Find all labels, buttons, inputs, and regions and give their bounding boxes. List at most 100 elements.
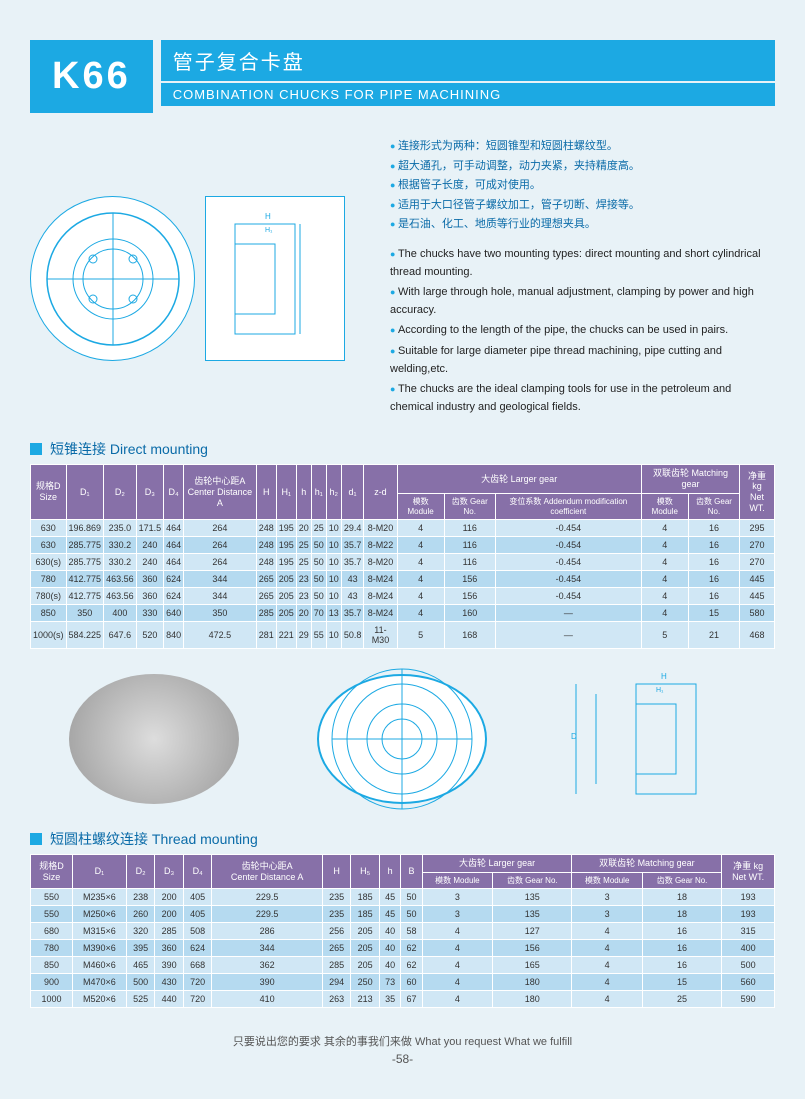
th: D₁: [66, 465, 104, 520]
table-cell: 4: [572, 940, 642, 957]
svg-text:H₁: H₁: [656, 687, 664, 694]
table-cell: 500: [126, 974, 155, 991]
table-cell: 8-M22: [364, 537, 397, 554]
table-row: 1000M520×6525440720410263213356741804255…: [31, 991, 775, 1008]
table-cell: 472.5: [184, 622, 257, 649]
section-title-1: 短锥连接 Direct mounting: [50, 439, 208, 459]
table-cell: M390×6: [73, 940, 127, 957]
table-cell: 205: [351, 923, 380, 940]
table-cell: 468: [740, 622, 775, 649]
svg-text:H₁: H₁: [265, 227, 273, 234]
table-cell: 195: [276, 554, 296, 571]
bullet-en: According to the length of the pipe, the…: [390, 322, 775, 340]
table-cell: 18: [642, 889, 721, 906]
table-cell: 4: [641, 571, 688, 588]
table-cell: 4: [641, 554, 688, 571]
table-cell: 4: [422, 957, 492, 974]
table-cell: 4: [397, 588, 444, 605]
table-cell: 3: [422, 889, 492, 906]
table-cell: 235: [322, 889, 351, 906]
table-cell: 430: [155, 974, 184, 991]
th: h: [296, 465, 311, 520]
th: H₁: [276, 465, 296, 520]
square-icon: [30, 443, 42, 455]
table-cell: 50: [311, 537, 326, 554]
table-cell: 395: [126, 940, 155, 957]
table-cell: 20: [296, 605, 311, 622]
table-cell: 584.225: [66, 622, 104, 649]
bullet-en: Suitable for large diameter pipe thread …: [390, 343, 775, 378]
svg-text:H: H: [661, 672, 667, 681]
th: 规格DSize: [31, 465, 67, 520]
table-cell: 4: [572, 923, 642, 940]
table-cell: 320: [126, 923, 155, 940]
table-cell: 50: [401, 889, 422, 906]
table-cell: 8-M24: [364, 605, 397, 622]
table-cell: 240: [136, 537, 164, 554]
table-cell: 193: [722, 906, 775, 923]
table-cell: 16: [642, 923, 721, 940]
table-row: 780(s)412.775463.56360624344265205235010…: [31, 588, 775, 605]
table-cell: 360: [136, 588, 164, 605]
table-cell: 668: [183, 957, 212, 974]
th-sub: 模数 Module: [572, 872, 642, 889]
table-row: 900M470×65004307203902942507360418041556…: [31, 974, 775, 991]
table-cell: 445: [740, 571, 775, 588]
th: d₁: [341, 465, 364, 520]
table-cell: 780: [31, 571, 67, 588]
table-cell: 1000(s): [31, 622, 67, 649]
table-cell: 330: [136, 605, 164, 622]
table-cell: 60: [401, 974, 422, 991]
table-cell: 185: [351, 906, 380, 923]
bullet-en: The chucks have two mounting types: dire…: [390, 246, 775, 281]
table-cell: 45: [379, 889, 400, 906]
square-icon: [30, 833, 42, 845]
table-cell: 4: [422, 991, 492, 1008]
table-cell: 55: [311, 622, 326, 649]
table-cell: 10: [326, 537, 341, 554]
th: 净重 kgNet WT.: [722, 855, 775, 889]
table-cell: 15: [688, 605, 739, 622]
diagram-front-view: [30, 196, 195, 361]
table-cell: 23: [296, 588, 311, 605]
table-cell: 624: [183, 940, 212, 957]
table-cell: 29.4: [341, 520, 364, 537]
table-cell: 850: [31, 605, 67, 622]
th-sub: 模数 Module: [422, 872, 492, 889]
th: 双联齿轮 Matching gear: [641, 465, 739, 494]
table-cell: 3: [422, 906, 492, 923]
table-cell: 464: [164, 520, 184, 537]
th-sub: 齿数 Gear No.: [642, 872, 721, 889]
table-cell: 360: [155, 940, 184, 957]
table-cell: 285: [155, 923, 184, 940]
table-cell: 624: [164, 571, 184, 588]
table-cell: 4: [641, 520, 688, 537]
table-cell: 156: [444, 571, 495, 588]
bullet-cn: 适用于大口径管子螺纹加工，管子切断、焊接等。: [390, 197, 775, 215]
table-cell: 248: [256, 537, 276, 554]
table-cell: 240: [136, 554, 164, 571]
table-cell: 205: [351, 957, 380, 974]
table-row: 630(s)285.775330.22404642642481952550103…: [31, 554, 775, 571]
table-cell: 294: [322, 974, 351, 991]
table-cell: 58: [401, 923, 422, 940]
table-cell: 50: [401, 906, 422, 923]
diagram-front-2: [317, 674, 487, 804]
title-block: 管子复合卡盘 COMBINATION CHUCKS FOR PIPE MACHI…: [161, 40, 775, 113]
table-cell: 264: [184, 537, 257, 554]
table-cell: 4: [422, 974, 492, 991]
th-sub: 齿数 Gear No.: [688, 493, 739, 519]
table-cell: 405: [183, 906, 212, 923]
table-cell: 13: [326, 605, 341, 622]
table-row: 550M235×6238200405229.523518545503135318…: [31, 889, 775, 906]
table-cell: 200: [155, 889, 184, 906]
th: D₂: [104, 465, 137, 520]
section-head-1: 短锥连接 Direct mounting: [30, 439, 775, 459]
table-cell: 221: [276, 622, 296, 649]
table-cell: 127: [493, 923, 572, 940]
table-cell: M470×6: [73, 974, 127, 991]
table-cell: 3: [572, 889, 642, 906]
table-cell: 11-M30: [364, 622, 397, 649]
table-cell: 270: [740, 554, 775, 571]
table-row: 780M390×63953606243442652054062415641640…: [31, 940, 775, 957]
